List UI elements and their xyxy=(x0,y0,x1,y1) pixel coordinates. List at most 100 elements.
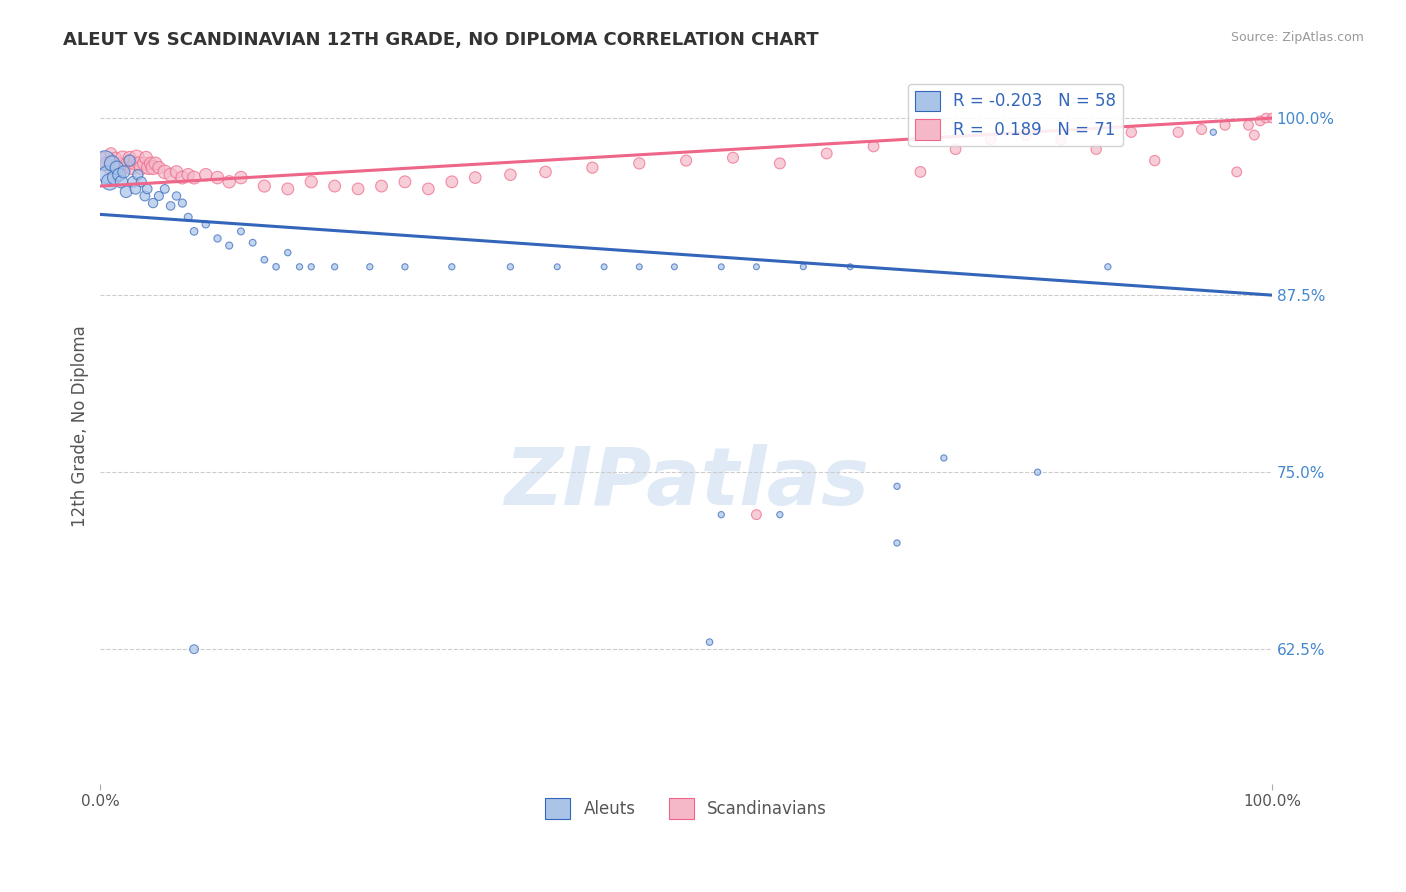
Point xyxy=(93,151,115,165)
Point xyxy=(1237,118,1260,132)
Point xyxy=(886,479,908,493)
Point xyxy=(1026,465,1049,479)
Point xyxy=(138,161,160,175)
Point xyxy=(440,260,463,274)
Point xyxy=(710,508,733,522)
Point xyxy=(166,189,188,203)
Point xyxy=(745,260,768,274)
Point xyxy=(323,260,346,274)
Point xyxy=(1243,128,1265,142)
Point xyxy=(111,151,134,165)
Point xyxy=(745,508,768,522)
Point xyxy=(1050,132,1073,146)
Point xyxy=(1261,111,1284,125)
Text: Source: ZipAtlas.com: Source: ZipAtlas.com xyxy=(1230,31,1364,45)
Point xyxy=(153,165,176,179)
Point xyxy=(664,260,686,274)
Point xyxy=(394,260,416,274)
Point xyxy=(323,179,346,194)
Point xyxy=(183,224,205,238)
Point xyxy=(769,156,792,170)
Point xyxy=(105,161,128,175)
Point xyxy=(370,179,392,194)
Point xyxy=(815,146,838,161)
Point xyxy=(581,161,603,175)
Point xyxy=(172,170,194,185)
Point xyxy=(218,238,240,252)
Point xyxy=(1202,125,1225,139)
Point xyxy=(277,182,299,196)
Point xyxy=(277,245,299,260)
Point xyxy=(100,146,122,161)
Point xyxy=(177,211,200,225)
Point xyxy=(139,156,162,170)
Point xyxy=(124,182,146,196)
Point xyxy=(121,161,143,175)
Point xyxy=(142,196,165,211)
Point xyxy=(136,182,159,196)
Point xyxy=(499,168,522,182)
Point xyxy=(131,161,153,175)
Point xyxy=(207,231,229,245)
Point xyxy=(131,175,153,189)
Legend: Aleuts, Scandinavians: Aleuts, Scandinavians xyxy=(538,792,834,825)
Point xyxy=(593,260,616,274)
Point xyxy=(110,156,132,170)
Point xyxy=(1143,153,1166,168)
Point xyxy=(1097,260,1119,274)
Point xyxy=(1167,125,1189,139)
Point xyxy=(253,179,276,194)
Point xyxy=(910,165,932,179)
Point xyxy=(980,132,1002,146)
Point xyxy=(96,156,118,170)
Point xyxy=(1226,165,1249,179)
Point xyxy=(347,182,370,196)
Point xyxy=(194,168,217,182)
Point xyxy=(148,189,170,203)
Point xyxy=(104,151,127,165)
Point xyxy=(710,260,733,274)
Point xyxy=(1121,125,1143,139)
Point xyxy=(394,175,416,189)
Point xyxy=(1015,128,1038,142)
Point xyxy=(117,156,139,170)
Point xyxy=(118,153,141,168)
Point xyxy=(628,156,651,170)
Point xyxy=(183,170,205,185)
Point xyxy=(792,260,814,274)
Point xyxy=(159,168,181,182)
Y-axis label: 12th Grade, No Diploma: 12th Grade, No Diploma xyxy=(72,326,89,527)
Point xyxy=(932,450,955,465)
Point xyxy=(96,168,118,182)
Point xyxy=(264,260,287,274)
Point xyxy=(118,151,141,165)
Point xyxy=(299,175,322,189)
Point xyxy=(122,175,145,189)
Point xyxy=(145,156,167,170)
Point xyxy=(124,156,146,170)
Point xyxy=(499,260,522,274)
Point xyxy=(127,168,149,182)
Point xyxy=(103,170,125,185)
Point xyxy=(107,161,129,175)
Point xyxy=(148,161,170,175)
Point xyxy=(699,635,721,649)
Point xyxy=(359,260,381,274)
Point xyxy=(132,156,155,170)
Point xyxy=(112,165,135,179)
Point xyxy=(177,168,200,182)
Point xyxy=(135,151,157,165)
Point xyxy=(115,185,138,199)
Point xyxy=(242,235,264,250)
Point xyxy=(534,165,557,179)
Point xyxy=(1191,122,1213,136)
Point xyxy=(110,175,132,189)
Point xyxy=(546,260,568,274)
Point xyxy=(194,217,217,231)
Point xyxy=(101,156,124,170)
Point xyxy=(128,156,150,170)
Point xyxy=(142,161,165,175)
Point xyxy=(153,182,176,196)
Point xyxy=(229,170,252,185)
Text: ALEUT VS SCANDINAVIAN 12TH GRADE, NO DIPLOMA CORRELATION CHART: ALEUT VS SCANDINAVIAN 12TH GRADE, NO DIP… xyxy=(63,31,818,49)
